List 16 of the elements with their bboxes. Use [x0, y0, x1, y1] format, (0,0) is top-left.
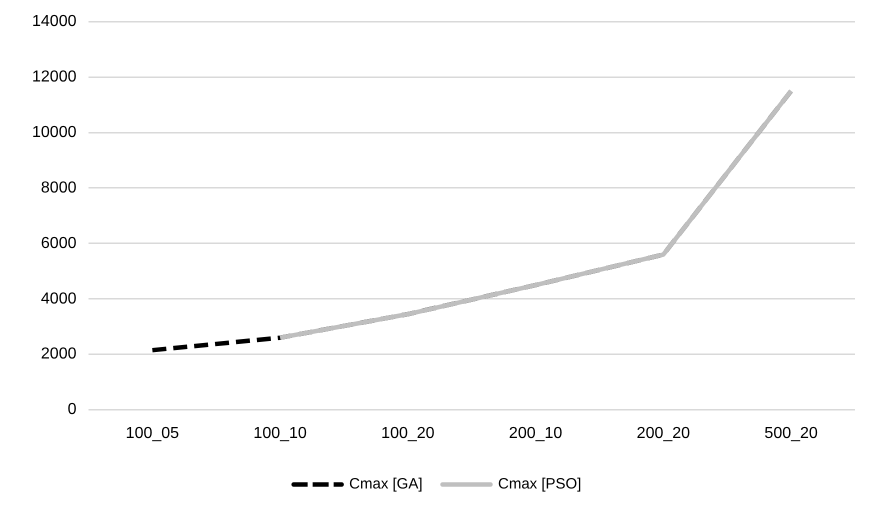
x-tick-label: 100_05: [126, 424, 180, 442]
y-tick-label: 6000: [40, 234, 77, 252]
y-tick-label: 12000: [32, 68, 77, 86]
y-tick-label: 0: [68, 401, 77, 418]
y-tick-label: 4000: [40, 290, 77, 308]
x-tick-label: 500_20: [764, 424, 818, 442]
x-tick-label: 200_10: [508, 424, 562, 442]
y-tick-label: 14000: [32, 13, 77, 30]
legend-label: Cmax [GA]: [349, 476, 423, 493]
x-tick-label: 100_20: [381, 424, 435, 442]
y-tick-label: 8000: [40, 179, 77, 196]
x-tick-label: 100_10: [253, 424, 307, 442]
x-tick-label: 200_20: [636, 424, 690, 442]
y-tick-label: 10000: [32, 124, 77, 141]
y-tick-label: 2000: [40, 346, 77, 363]
legend-label: Cmax [PSO]: [498, 476, 582, 493]
